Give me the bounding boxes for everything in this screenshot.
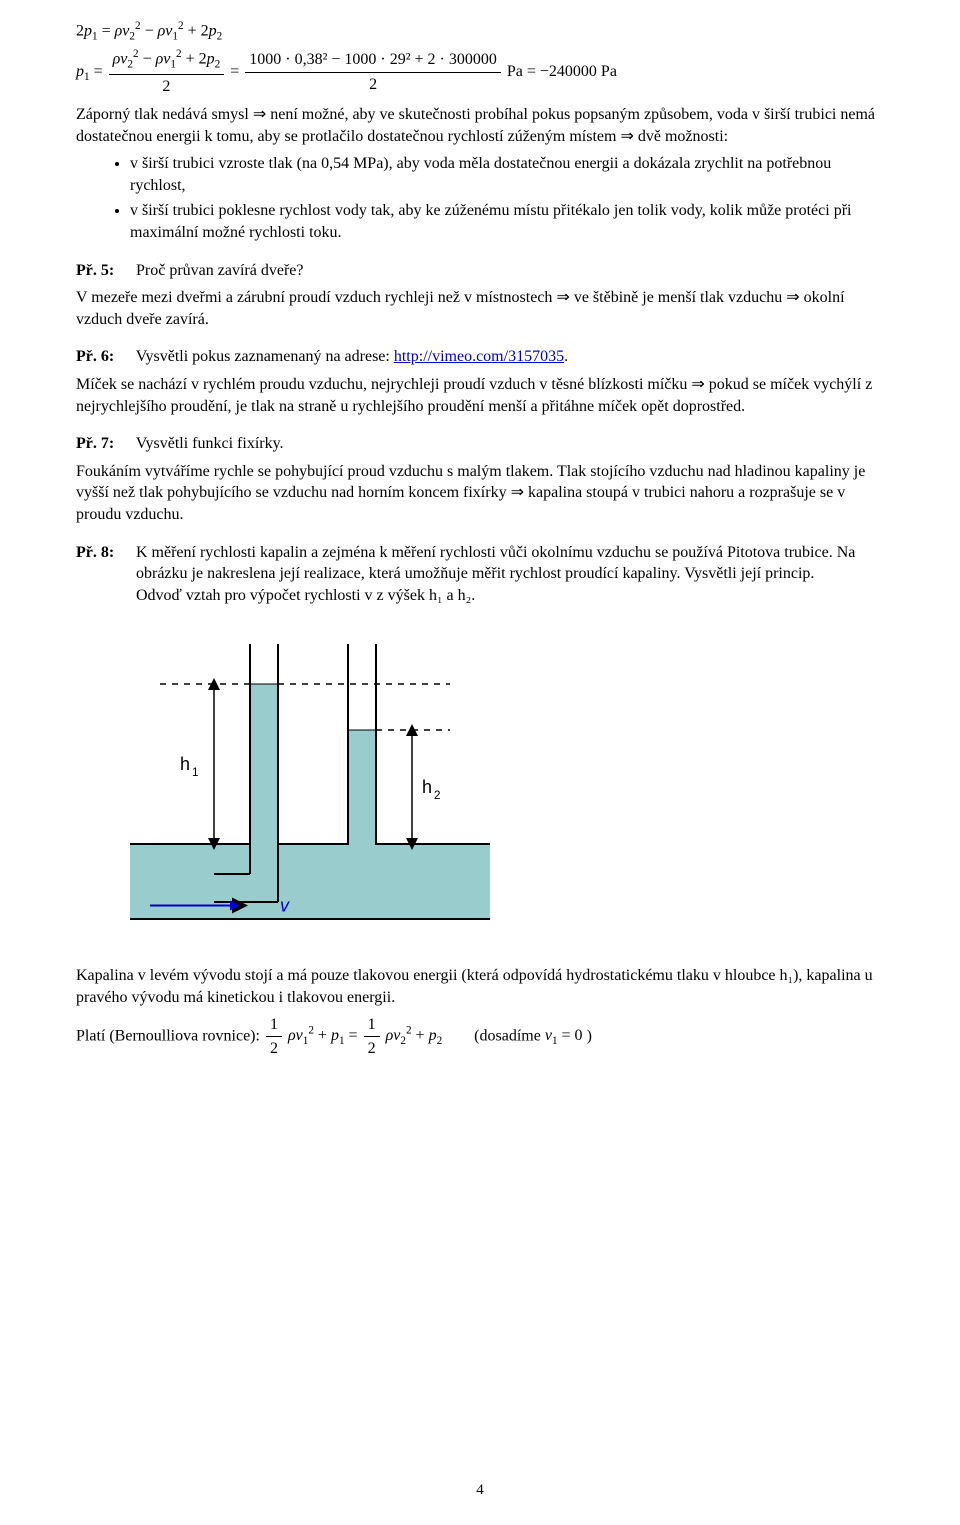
ex8-question-text: K měření rychlosti kapalin a zejména k m… [136, 544, 855, 604]
svg-text:1: 1 [192, 766, 199, 779]
ex8: Př. 8: K měření rychlosti kapalin a zejm… [76, 542, 884, 607]
ex6: Př. 6: Vysvětli pokus zaznamenaný na adr… [76, 346, 884, 368]
page-number: 4 [0, 1482, 960, 1499]
equation-1: 2p1 = ρv22 − ρv12 + 2p2 [76, 20, 884, 44]
ex7-answer: Foukáním vytváříme rychle se pohybující … [76, 461, 884, 526]
ex5-answer: V mezeře mezi dveřmi a zárubní proudí vz… [76, 287, 884, 330]
page: 2p1 = ρv22 − ρv12 + 2p2 p1 = ρv22 − ρv12… [0, 0, 960, 1525]
eq2-unit: Pa [507, 63, 523, 80]
ex-label: Př. 7: [76, 433, 132, 455]
equation-2: p1 = ρv22 − ρv12 + 2p2 2 = 1000 · 0,38² … [76, 48, 884, 96]
svg-text:2: 2 [434, 789, 441, 802]
ex-label: Př. 6: [76, 346, 132, 368]
svg-text:h: h [422, 777, 432, 797]
after-diag-text: Kapalina v levém vývodu stojí a má pouze… [76, 967, 873, 1006]
ex6-link[interactable]: http://vimeo.com/3157035 [394, 348, 564, 365]
ex6-answer: Míček se nachází v rychlém proudu vzduch… [76, 374, 884, 417]
pitot-svg: h1h2v [130, 614, 490, 944]
dosadime-post: ) [587, 1027, 592, 1044]
ex5-question: Proč průvan zavírá dveře? [136, 262, 303, 279]
dosadime-pre: (dosadíme [474, 1027, 545, 1044]
ex6-question-pre: Vysvětli pokus zaznamenaný na adrese: [136, 348, 394, 365]
svg-text:v: v [280, 896, 290, 916]
ex7: Př. 7: Vysvětli funkci fixírky. [76, 433, 884, 455]
possibilities-list: v širší trubici vzroste tlak (na 0,54 MP… [76, 153, 884, 243]
ex5: Př. 5: Proč průvan zavírá dveře? [76, 260, 884, 282]
ex-label: Př. 8: [76, 542, 132, 564]
eq2-result: −240000 Pa [540, 63, 617, 80]
intro-para: Záporný tlak nedává smysl ⇒ není možné, … [76, 104, 884, 147]
list-item: v širší trubici poklesne rychlost vody t… [130, 200, 884, 243]
list-item: v širší trubici vzroste tlak (na 0,54 MP… [130, 153, 884, 196]
ex-label: Př. 5: [76, 260, 132, 282]
pitot-diagram: h1h2v [130, 614, 884, 949]
ex6-question-post: . [564, 348, 568, 365]
after-diag-para: Kapalina v levém vývodu stojí a má pouze… [76, 965, 884, 1008]
ex7-question: Vysvětli funkci fixírky. [136, 435, 284, 452]
ex8-question: K měření rychlosti kapalin a zejména k m… [136, 542, 856, 607]
bernoulli-label: Platí (Bernoulliova rovnice): [76, 1027, 264, 1044]
bernoulli-line: Platí (Bernoulliova rovnice): 12 ρv12 + … [76, 1015, 884, 1058]
eq2-numeric-den: 2 [245, 73, 501, 94]
eq2-numeric-num: 1000 · 0,38² − 1000 · 29² + 2 · 300000 [245, 50, 501, 72]
svg-text:h: h [180, 754, 190, 774]
